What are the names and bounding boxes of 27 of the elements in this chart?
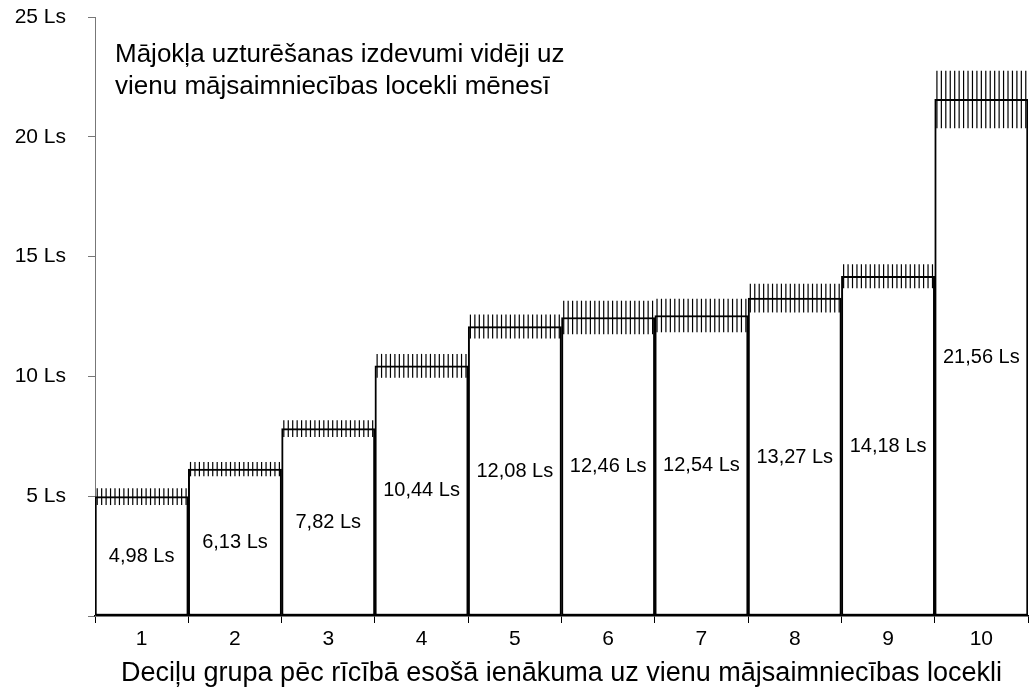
data-label: 14,18 Ls — [849, 433, 927, 456]
x-axis-title: Deciļu grupa pēc rīcībā esošā ienākuma uz vienu mājsaimniecības locekli — [121, 657, 1002, 688]
x-tick-label: 3 — [322, 626, 335, 650]
data-label: 4,98 Ls — [108, 543, 175, 566]
data-label: 12,08 Ls — [476, 458, 554, 481]
x-tick-label: 2 — [229, 626, 241, 650]
x-tick-label: 8 — [788, 626, 801, 650]
y-tick-label: 20 Ls — [14, 123, 66, 147]
y-tick-label: 10 Ls — [14, 363, 66, 387]
y-tick-label: 5 Ls — [26, 483, 66, 506]
data-label: 12,54 Ls — [663, 453, 740, 476]
x-tick-label: 9 — [882, 626, 894, 650]
data-label: 10,44 Ls — [383, 478, 460, 501]
y-tick-label: 25 Ls — [14, 3, 66, 27]
data-label: 12,46 Ls — [569, 454, 647, 477]
x-tick-label: 6 — [602, 626, 614, 650]
data-label: 21,56 Ls — [942, 345, 1020, 368]
x-tick-label: 5 — [509, 626, 521, 650]
y-tick-label: 15 Ls — [14, 243, 66, 267]
x-tick-label: 1 — [135, 626, 148, 650]
x-tick-label: 10 — [969, 626, 994, 650]
x-tick-label: 7 — [695, 626, 708, 650]
data-label: 13,27 Ls — [756, 444, 834, 467]
text: Mājokļa uzturēšanas izdevumi vidēji uz vienu mājsaimniecības locekli mēnesī — [115, 38, 565, 100]
data-label: 7,82 Ls — [295, 509, 362, 532]
data-label: 6,13 Ls — [202, 530, 268, 553]
x-tick-label: 4 — [415, 626, 428, 650]
